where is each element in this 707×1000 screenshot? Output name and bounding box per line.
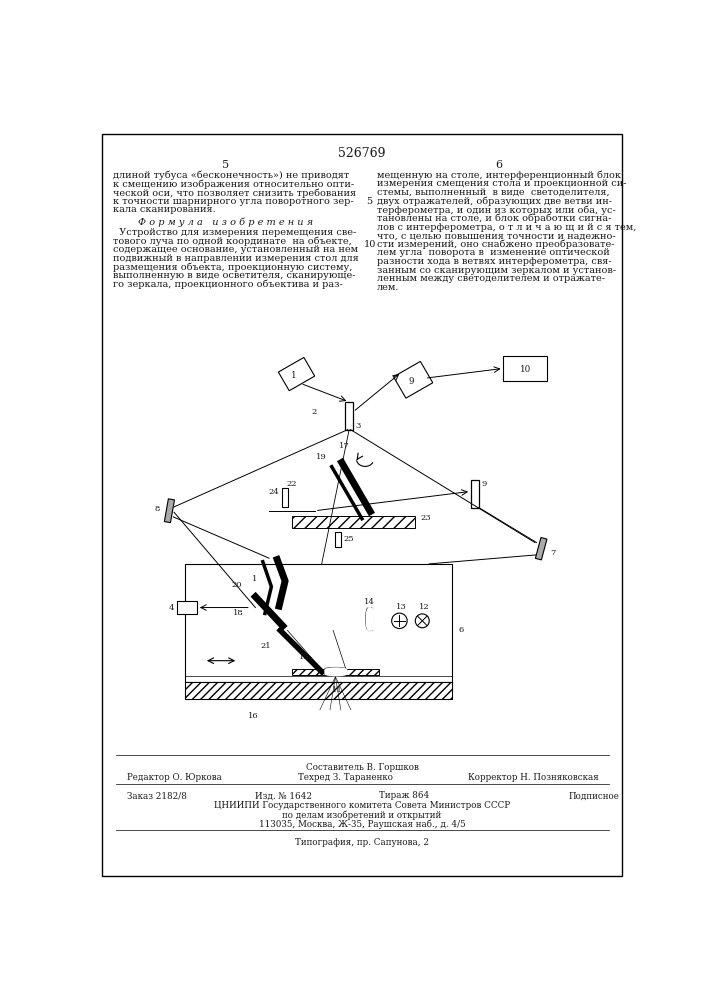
Text: 6: 6	[496, 160, 503, 170]
Text: Подписное: Подписное	[569, 791, 620, 800]
Text: ческой оси, что позволяет снизить требования: ческой оси, что позволяет снизить требов…	[113, 188, 356, 198]
Text: 17: 17	[339, 442, 350, 450]
Text: 22: 22	[287, 480, 297, 488]
Text: Составитель В. Горшков: Составитель В. Горшков	[305, 763, 419, 772]
Text: лов с интерферометра, о т л и ч а ю щ и й с я тем,: лов с интерферометра, о т л и ч а ю щ и …	[377, 223, 636, 232]
Text: ленным между светоделителем и отражате-: ленным между светоделителем и отражате-	[377, 274, 604, 283]
Text: 1: 1	[291, 371, 297, 380]
Text: мещенную на столе, интерференционный блок: мещенную на столе, интерференционный бло…	[377, 171, 621, 180]
Text: 10: 10	[520, 365, 531, 374]
Text: Типография, пр. Сапунова, 2: Типография, пр. Сапунова, 2	[295, 838, 429, 847]
Polygon shape	[394, 361, 433, 398]
Text: 9: 9	[409, 377, 414, 386]
Bar	[334, 532, 341, 547]
Text: тового луча по одной координате  на объекте,: тового луча по одной координате на объек…	[113, 236, 352, 246]
Text: 10: 10	[364, 240, 377, 249]
Text: лем.: лем.	[377, 283, 399, 292]
Text: Устройство для измерения перемещения све-: Устройство для измерения перемещения све…	[113, 228, 356, 237]
Text: 11: 11	[332, 686, 342, 694]
Bar	[292, 516, 416, 528]
Text: размещения объекта, проекционную систему,: размещения объекта, проекционную систему…	[113, 262, 353, 272]
Text: 5: 5	[366, 197, 372, 206]
Bar	[282, 488, 288, 507]
Text: 21: 21	[261, 642, 271, 650]
Text: длиной тубуса «бесконечность») не приводят: длиной тубуса «бесконечность») не привод…	[113, 171, 349, 180]
Text: 2: 2	[312, 408, 317, 416]
Text: стемы, выполненный  в виде  светоделителя,: стемы, выполненный в виде светоделителя,	[377, 188, 609, 197]
Text: 25: 25	[343, 535, 354, 543]
Text: 3: 3	[356, 422, 361, 430]
Circle shape	[392, 613, 407, 629]
Polygon shape	[535, 537, 547, 560]
Text: 15: 15	[299, 653, 310, 661]
Text: кала сканирования.: кала сканирования.	[113, 205, 216, 214]
Text: 113035, Москва, Ж-35, Раушская наб., д. 4/5: 113035, Москва, Ж-35, Раушская наб., д. …	[259, 820, 465, 829]
Circle shape	[415, 614, 429, 628]
Text: Редактор О. Юркова: Редактор О. Юркова	[127, 773, 222, 782]
Bar	[471, 480, 479, 508]
Text: 1: 1	[252, 575, 257, 583]
Text: подвижный в направлении измерения стол для: подвижный в направлении измерения стол д…	[113, 254, 359, 263]
Text: тановлены на столе, и блок обработки сигна-: тановлены на столе, и блок обработки сиг…	[377, 214, 611, 223]
Bar	[185, 682, 452, 699]
Polygon shape	[164, 499, 175, 523]
Text: Ф о р м у л а   и з о б р е т е н и я: Ф о р м у л а и з о б р е т е н и я	[138, 218, 313, 227]
Text: 4: 4	[169, 604, 175, 612]
Text: измерения смещения стола и проекционной си-: измерения смещения стола и проекционной …	[377, 179, 626, 188]
Text: Тираж 864: Тираж 864	[379, 791, 429, 800]
Text: ЦНИИПИ Государственного комитета Совета Министров СССР: ЦНИИПИ Государственного комитета Совета …	[214, 801, 510, 810]
Text: 19: 19	[315, 453, 326, 461]
Text: 8: 8	[155, 505, 160, 513]
Bar	[292, 669, 379, 675]
Text: выполненную в виде осветителя, сканирующе-: выполненную в виде осветителя, сканирующ…	[113, 271, 356, 280]
Text: го зеркала, проекционного объектива и раз-: го зеркала, проекционного объектива и ра…	[113, 280, 343, 289]
Text: 20: 20	[231, 581, 242, 589]
Polygon shape	[279, 357, 315, 391]
Text: Заказ 2182/8: Заказ 2182/8	[127, 791, 187, 800]
Text: содержащее основание, установленный на нем: содержащее основание, установленный на н…	[113, 245, 358, 254]
Text: 526769: 526769	[338, 147, 386, 160]
Bar	[177, 601, 197, 614]
Text: 16: 16	[247, 712, 259, 720]
Bar	[503, 356, 547, 381]
Text: 14: 14	[364, 598, 375, 606]
Text: занным со сканирующим зеркалом и установ-: занным со сканирующим зеркалом и установ…	[377, 266, 616, 275]
Text: 24: 24	[269, 488, 280, 496]
Text: терферометра, и один из которых или оба, ус-: терферометра, и один из которых или оба,…	[377, 205, 615, 215]
Text: Корректор Н. Позняковская: Корректор Н. Позняковская	[468, 773, 599, 782]
Text: к точности шарнирного угла поворотного зер-: к точности шарнирного угла поворотного з…	[113, 197, 354, 206]
Text: разности хода в ветвях интерферометра, свя-: разности хода в ветвях интерферометра, с…	[377, 257, 612, 266]
Text: к смещению изображения относительно опти-: к смещению изображения относительно опти…	[113, 179, 354, 189]
Text: 12: 12	[419, 603, 430, 611]
Text: 23: 23	[420, 514, 431, 522]
Text: Техред З. Тараненко: Техред З. Тараненко	[298, 773, 392, 782]
Text: 5: 5	[222, 160, 229, 170]
Text: 18: 18	[233, 609, 244, 617]
Bar	[345, 402, 353, 430]
Text: 6: 6	[459, 626, 464, 634]
Text: Изд. № 1642: Изд. № 1642	[255, 791, 312, 800]
Text: сти измерений, оно снабжено преобразовате-: сти измерений, оно снабжено преобразоват…	[377, 240, 614, 249]
Text: двух отражателей, образующих две ветви ин-: двух отражателей, образующих две ветви и…	[377, 197, 612, 206]
Text: что, с целью повышения точности и надежно-: что, с целью повышения точности и надежн…	[377, 231, 615, 240]
Text: по делам изобретений и открытий: по делам изобретений и открытий	[282, 811, 442, 820]
Text: 13: 13	[397, 603, 407, 611]
Text: 9: 9	[482, 480, 487, 488]
Text: 7: 7	[551, 549, 556, 557]
Text: лем угла  поворота в  изменение оптической: лем угла поворота в изменение оптической	[377, 248, 609, 257]
